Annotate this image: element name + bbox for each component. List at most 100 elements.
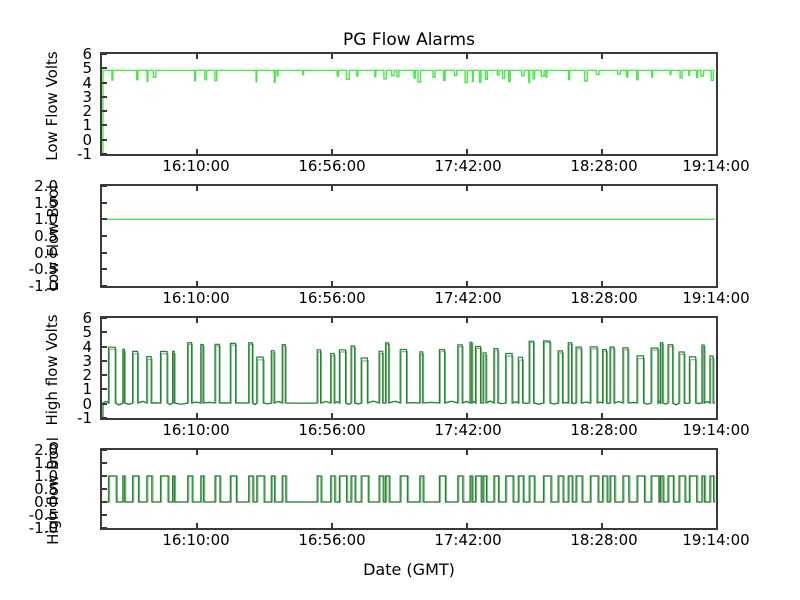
ytick-mark [102, 359, 107, 362]
ytick-mark [102, 53, 107, 55]
ytick-label: 1 [82, 380, 92, 399]
xtick-mark [196, 318, 199, 323]
ytick-label: -0.5 [28, 260, 58, 279]
ytick-label: 3 [82, 351, 92, 370]
xtick-panel1-1: 16:56:00 [298, 289, 366, 307]
ytick-label: -1.0 [28, 277, 58, 295]
ytick-label: 1 [82, 116, 92, 135]
xlabel-date-gmt: Date (GMT) [363, 560, 455, 579]
subplot-high-flow-volts [100, 316, 718, 420]
ytick-label: -1 [77, 145, 92, 163]
ytick-label: 6 [82, 45, 92, 63]
xtick-mark [466, 318, 469, 323]
xtick-panel3-3: 18:28:00 [570, 531, 638, 549]
xtick-mark [466, 186, 469, 191]
plot-area-low-flow-bool [102, 186, 716, 286]
xtick-mark [331, 149, 334, 154]
ytick-label: 1.5 [34, 454, 58, 472]
subplot-low-flow-volts [100, 52, 718, 156]
ytick-mark [102, 95, 107, 98]
xtick-mark [601, 450, 604, 455]
xtick-mark [331, 54, 334, 59]
ytick-mark [102, 374, 107, 377]
ytick-label: -1.0 [28, 519, 58, 537]
ytick-label: -0.5 [28, 506, 58, 524]
xtick-panel0-3: 18:28:00 [570, 157, 638, 175]
ytick-label: 0 [82, 130, 92, 149]
ytick-mark [102, 235, 107, 237]
ytick-mark [102, 417, 107, 419]
xtick-mark [601, 186, 604, 191]
ytick-label: 4 [82, 73, 92, 92]
ytick-mark [102, 138, 107, 141]
plot-area-high-flow-bool [102, 450, 716, 528]
xtick-panel3-0: 16:10:00 [162, 531, 230, 549]
xtick-panel2-2: 17:42:00 [434, 421, 502, 439]
ytick-label: 0.5 [34, 480, 58, 498]
xtick-mark [466, 149, 469, 154]
xtick-mark [466, 281, 469, 286]
ytick-mark [102, 514, 107, 516]
xtick-panel0-2: 17:42:00 [434, 157, 502, 175]
xtick-mark [466, 54, 469, 59]
xtick-panel1-4: 19:14:00 [682, 289, 750, 307]
xtick-panel3-2: 17:42:00 [434, 531, 502, 549]
xtick-panel2-4: 19:14:00 [682, 421, 750, 439]
xtick-mark [331, 450, 334, 455]
ytick-mark [102, 475, 107, 477]
ytick-mark [102, 124, 107, 127]
ytick-mark [102, 449, 107, 451]
xtick-panel0-0: 16:10:00 [162, 157, 230, 175]
xtick-mark [466, 523, 469, 528]
ytick-mark [102, 285, 107, 287]
ytick-mark [102, 201, 107, 204]
ytick-mark [102, 331, 107, 334]
xtick-mark [331, 413, 334, 418]
xtick-mark [601, 281, 604, 286]
xtick-mark [601, 318, 604, 323]
ytick-label: 0.5 [34, 227, 58, 245]
xtick-panel2-1: 16:56:00 [298, 421, 366, 439]
xtick-panel1-0: 16:10:00 [162, 289, 230, 307]
ytick-mark [102, 462, 107, 464]
ytick-mark [102, 345, 107, 348]
ytick-mark [102, 251, 107, 254]
xtick-mark [196, 54, 199, 59]
xtick-mark [601, 149, 604, 154]
ytick-mark [102, 153, 107, 155]
ytick-label: 0 [82, 394, 92, 413]
xtick-mark [601, 54, 604, 59]
ytick-label: 0.0 [34, 243, 58, 262]
ytick-mark [102, 402, 107, 405]
ytick-label: 1.0 [34, 467, 58, 485]
xtick-mark [196, 413, 199, 418]
subplot-low-flow-bool [100, 184, 718, 288]
ytick-mark [102, 67, 107, 70]
xtick-mark [331, 318, 334, 323]
ytick-column-high-flow-bool: -1.0 -0.5 0.0 0.5 1.0 1.5 2.0 [18, 443, 58, 536]
ytick-label: 0.0 [34, 493, 58, 511]
xtick-mark [331, 186, 334, 191]
ytick-label: 2 [82, 366, 92, 385]
xtick-panel2-3: 18:28:00 [570, 421, 638, 439]
ytick-label: 6 [82, 309, 92, 327]
xtick-panel1-3: 18:28:00 [570, 289, 638, 307]
xtick-mark [331, 523, 334, 528]
xtick-mark [601, 523, 604, 528]
ytick-label: -1 [77, 409, 92, 427]
xtick-mark [196, 186, 199, 191]
ytick-label: 1.0 [34, 210, 58, 229]
xtick-panel0-4: 19:14:00 [682, 157, 750, 175]
xtick-mark [466, 450, 469, 455]
xtick-mark [196, 450, 199, 455]
ytick-mark [102, 501, 107, 503]
xtick-panel0-1: 16:56:00 [298, 157, 366, 175]
ytick-mark [102, 81, 107, 84]
ytick-mark [102, 488, 107, 490]
xtick-mark [196, 281, 199, 286]
plot-area-low-flow-volts [102, 54, 716, 154]
plot-area-high-flow-volts [102, 318, 716, 418]
ytick-label: 2.0 [34, 441, 58, 459]
ytick-column-low-flow-volts: -1 0 1 2 3 4 5 6 [52, 47, 92, 162]
